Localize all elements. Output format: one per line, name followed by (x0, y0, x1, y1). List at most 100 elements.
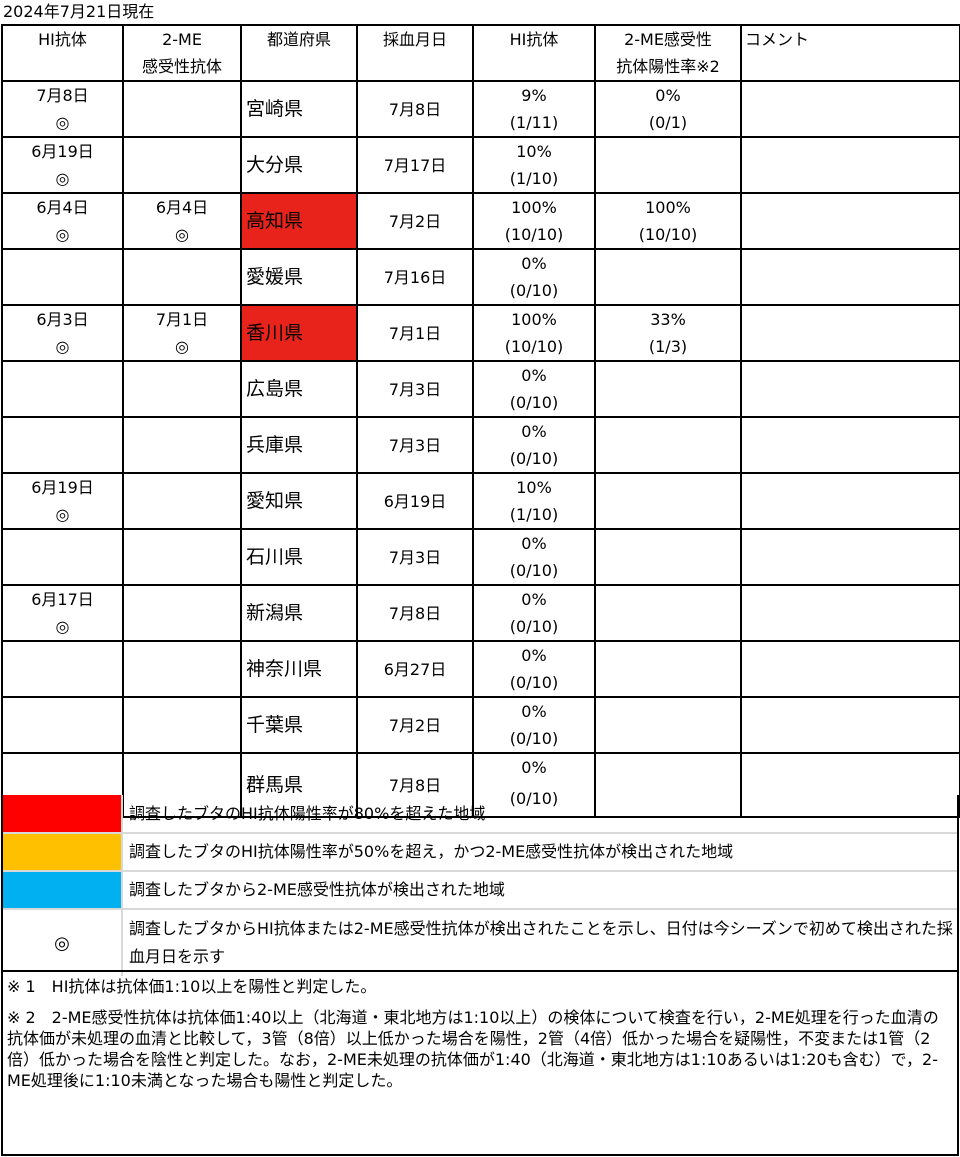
hi-rate: 10% (516, 142, 552, 161)
hi-positive-rate: 0% (0/10) (472, 360, 596, 418)
hi-first-detected: 6月17日 ◎ (1, 584, 124, 642)
detected-mark-icon: ◎ (55, 113, 70, 132)
header-prefecture: 都道府県 (240, 24, 358, 82)
me-first-detected (122, 360, 242, 418)
hi-positive-rate: 0% (0/10) (472, 248, 596, 306)
prefecture: 大分県 (240, 136, 358, 194)
prefecture: 石川県 (240, 528, 358, 586)
hi-positive-rate: 0% (0/10) (472, 696, 596, 754)
me-first-detected: 7月1日 ◎ (122, 304, 242, 362)
me-rate: 33% (650, 310, 686, 329)
me-first-date: 7月1日 (155, 310, 209, 329)
sample-date: 7月17日 (356, 136, 474, 194)
me-positive-rate (594, 584, 742, 642)
hi-rate: 100% (511, 198, 557, 217)
hi-first-detected (1, 640, 124, 698)
me-rate: 100% (645, 198, 691, 217)
prefecture: 愛知県 (240, 472, 358, 530)
header-label: 感受性抗体 (141, 57, 222, 76)
sample-date: 7月3日 (356, 528, 474, 586)
hi-ratio: (10/10) (504, 225, 564, 244)
comment (740, 192, 960, 250)
hi-positive-rate: 0% (0/10) (472, 416, 596, 474)
me-first-detected (122, 696, 242, 754)
legend: 調査したブタのHI抗体陽性率が80%を超えた地域調査したブタのHI抗体陽性率が5… (1, 795, 959, 976)
me-first-detected (122, 752, 242, 818)
hi-positive-rate: 0% (0/10) (472, 752, 596, 818)
me-first-detected (122, 528, 242, 586)
hi-first-detected: 7月8日 ◎ (1, 80, 124, 138)
comment (740, 584, 960, 642)
header-label: 抗体陽性率※2 (616, 57, 720, 76)
table-row: 6月19日 ◎ 大分県 7月17日 10% (1/10) (1, 136, 960, 194)
hi-first-date: 6月3日 (36, 310, 89, 329)
comment (740, 752, 960, 818)
legend-text: 調査したブタのHI抗体陽性率が50%を超え，かつ2-ME感受性抗体が検出された地… (129, 842, 734, 861)
table-row: 6月3日 ◎ 7月1日 ◎ 香川県 7月1日 100% (10/10) 33% (1/3) (1, 304, 960, 362)
detected-mark-icon: ◎ (55, 505, 70, 524)
hi-first-detected: 6月19日 ◎ (1, 472, 124, 530)
sample-date: 6月19日 (356, 472, 474, 530)
legend-swatch (3, 872, 123, 908)
hi-ratio: (0/10) (509, 281, 559, 300)
detected-mark-icon: ◎ (55, 169, 70, 188)
hi-rate: 0% (521, 646, 547, 665)
me-first-detected (122, 416, 242, 474)
header-me-rate: 2-ME感受性 抗体陽性率※2 (594, 24, 742, 82)
comment (740, 360, 960, 418)
detected-mark-icon: ◎ (55, 337, 70, 356)
prefecture: 広島県 (240, 360, 358, 418)
table-row: 7月8日 ◎ 宮崎県 7月8日 9% (1/11) 0% (0/1) (1, 80, 960, 138)
me-ratio: (10/10) (638, 225, 698, 244)
hi-positive-rate: 100% (10/10) (472, 304, 596, 362)
header-row: HI抗体 2-ME 感受性抗体 都道府県 採血月日 HI抗体 2-ME感受性 抗体陽… (1, 24, 960, 82)
hi-rate: 0% (521, 702, 547, 721)
me-ratio: (1/3) (648, 337, 688, 356)
header-me-first: 2-ME 感受性抗体 (122, 24, 242, 82)
comment (740, 472, 960, 530)
sample-date: 7月3日 (356, 360, 474, 418)
comment (740, 248, 960, 306)
comment (740, 136, 960, 194)
comment (740, 696, 960, 754)
me-ratio: (0/1) (648, 113, 688, 132)
comment (740, 80, 960, 138)
hi-positive-rate: 0% (0/10) (472, 640, 596, 698)
hi-first-detected (1, 248, 124, 306)
legend-item: 調査したブタのHI抗体陽性率が50%を超え，かつ2-ME感受性抗体が検出された地… (3, 834, 957, 872)
hi-first-detected (1, 360, 124, 418)
hi-rate: 100% (511, 310, 557, 329)
table-row: 広島県 7月3日 0% (0/10) (1, 360, 960, 418)
me-first-detected (122, 584, 242, 642)
header-label: 2-ME感受性 (624, 30, 712, 49)
hi-first-date: 6月19日 (31, 478, 94, 497)
hi-positive-rate: 100% (10/10) (472, 192, 596, 250)
detected-mark-icon: ◎ (55, 617, 70, 636)
hi-ratio: (0/10) (509, 673, 559, 692)
prefecture: 香川県 (240, 304, 358, 362)
legend-text: 調査したブタのHI抗体陽性率が80%を超えた地域 (129, 803, 486, 823)
table-row: 愛媛県 7月16日 0% (0/10) (1, 248, 960, 306)
hi-first-detected: 6月3日 ◎ (1, 304, 124, 362)
hi-ratio: (0/10) (509, 449, 559, 468)
notes: ※ 1 HI抗体は抗体価1:10以上を陽性と判定した。 ※ 2 2-ME感受性抗… (1, 970, 959, 1156)
prefecture: 新潟県 (240, 584, 358, 642)
note-1: ※ 1 HI抗体は抗体価1:10以上を陽性と判定した。 (7, 977, 377, 996)
sample-date: 7月8日 (356, 752, 474, 818)
detected-mark-icon: ◎ (175, 337, 189, 356)
hi-ratio: (10/10) (504, 337, 564, 356)
prefecture: 愛媛県 (240, 248, 358, 306)
me-positive-rate (594, 360, 742, 418)
me-first-date: 6月4日 (155, 198, 209, 217)
hi-first-date: 6月4日 (36, 198, 89, 217)
survey-table: HI抗体 2-ME 感受性抗体 都道府県 採血月日 HI抗体 2-ME感受性 抗体陽… (1, 24, 960, 818)
hi-rate: 9% (521, 86, 547, 105)
hi-first-detected (1, 528, 124, 586)
comment (740, 416, 960, 474)
hi-ratio: (0/10) (509, 729, 559, 748)
header-label: HI抗体 (38, 30, 87, 49)
legend-item: 調査したブタから2-ME感受性抗体が検出された地域 (3, 872, 957, 910)
hi-positive-rate: 9% (1/11) (472, 80, 596, 138)
table-row: 6月19日 ◎ 愛知県 6月19日 10% (1/10) (1, 472, 960, 530)
header-hi-first: HI抗体 (1, 24, 124, 82)
